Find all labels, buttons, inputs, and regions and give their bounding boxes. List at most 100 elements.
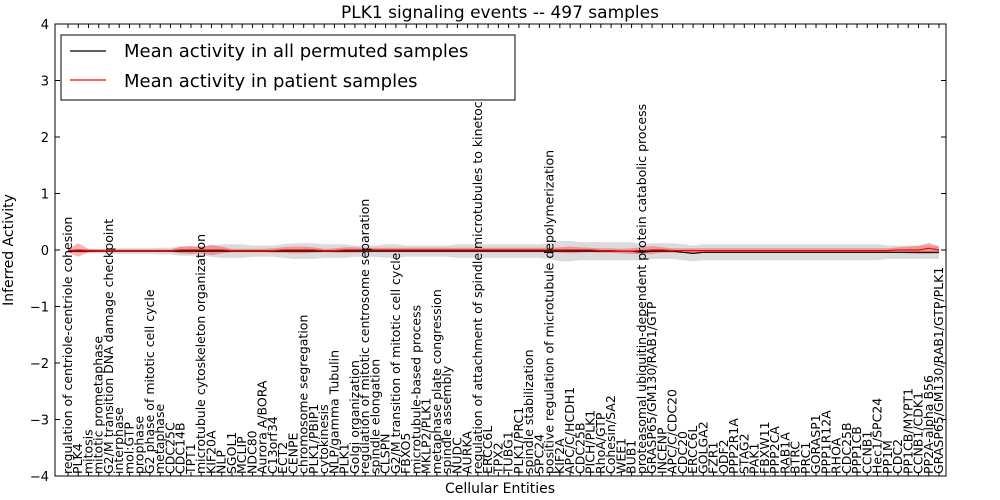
category-label: PPP1R12A [818, 410, 833, 474]
category-label: RhoA/GTP [593, 412, 608, 474]
category-label: RAB1A [777, 432, 792, 474]
category-label: C13orf34 [265, 416, 280, 474]
chart-title: PLK1 signaling events -- 497 samples [341, 3, 659, 23]
category-label: ECT2 [275, 442, 290, 474]
category-label: regulation of centriole-centriole cohesi… [60, 217, 75, 474]
category-label: NLP/gamma Tubulin [326, 350, 341, 474]
category-label: NLP [214, 450, 229, 474]
x-axis-label: Cellular Entities [445, 481, 555, 497]
y-tick-label: 1 [41, 188, 49, 203]
category-label: regulation of attachment of spindle micr… [470, 73, 485, 474]
category-label: GRASP65/GM130/RAB1/GTP/PLK1 [931, 267, 946, 474]
category-label: CDC20 [675, 431, 690, 474]
category-label: mol:GTP [122, 422, 137, 474]
category-labels: regulation of centriole-centriole cohesi… [60, 73, 946, 475]
y-tick-label: 0 [41, 244, 49, 259]
category-label: SGOL1 [224, 432, 239, 474]
category-label: PP1M [880, 440, 895, 474]
category-label: CDC25B [572, 422, 587, 474]
y-tick-label: −4 [30, 470, 49, 485]
category-label: chromosome segregation [296, 315, 311, 474]
category-label: ODF2 [716, 439, 731, 474]
category-label: PPP1CB [849, 426, 864, 474]
category-label: Cohesin/SA2 [603, 395, 618, 474]
category-label: Hec1/SPC24 [870, 398, 885, 474]
category-label: PICH/PLK1 [583, 410, 598, 474]
category-label: spindle stabilization [521, 349, 536, 474]
category-label: STAG2 [736, 433, 751, 474]
category-label: PLK1 [337, 443, 352, 474]
category-label: FBXW11 [757, 421, 772, 474]
y-tick-label: −3 [30, 414, 49, 429]
category-label: GORASP1 [808, 414, 823, 474]
series-line-permuted [68, 250, 939, 255]
category-label: BTRC [788, 441, 803, 474]
series-line-patient [67, 247, 940, 252]
category-label: NDC80 [244, 430, 259, 474]
category-label: mitotic prometaphase [91, 336, 106, 474]
category-label: TPT1 [183, 443, 198, 475]
category-label: APC/C/HCDH1 [562, 387, 577, 474]
category-label: RHOA [829, 437, 844, 474]
category-label: FZR1 [706, 442, 721, 474]
category-label: GRASP65/GM130/RAB1/GTP [644, 301, 659, 474]
category-label: microtubule cytoskeleton organization [193, 234, 208, 474]
category-label: interphase [111, 407, 126, 474]
category-label: PRC1 [798, 442, 813, 474]
y-tick-label: −1 [30, 301, 49, 316]
category-label: MCLIP [234, 436, 249, 474]
category-label: PLK1/PBIP1 [306, 404, 321, 474]
category-label: G2 phase of mitotic cell cycle [142, 289, 157, 474]
category-label: ERCC6L [480, 426, 495, 474]
category-label: INCENP [654, 427, 669, 474]
category-label: GOLGA2 [695, 421, 710, 474]
category-label: cytokinesis [316, 404, 331, 474]
category-label: CCNB1/CDK1 [911, 392, 926, 474]
category-label: SPC24 [531, 434, 546, 474]
category-label: BUB1 [624, 440, 639, 474]
category-label: G2/M transition of mitotic cell cycle [388, 252, 403, 474]
category-label: MKLP2/PLK1 [419, 398, 434, 474]
legend-label-patient: Mean activity in patient samples [124, 71, 418, 92]
category-label: ERCC6L [685, 426, 700, 474]
category-label: proteasomal ubiquitin-dependent protein … [634, 104, 649, 474]
category-label: NUDC [449, 437, 464, 474]
category-label: CDC25C [163, 422, 178, 474]
category-label: metaphase plate congression [429, 289, 444, 474]
category-label: positive regulation of microtubule depol… [542, 150, 557, 474]
y-axis-label: Inferred Activity [1, 194, 17, 306]
category-label: TPX2 [490, 442, 505, 475]
category-label: KIF2A [552, 438, 567, 474]
category-label: spindle elongation [367, 359, 382, 474]
category-label: mitosis [81, 429, 96, 474]
category-label: PPP2R1A [726, 418, 741, 474]
category-label: APC/C/CDC20 [665, 389, 680, 474]
y-tick-label: −2 [30, 357, 49, 372]
category-label: PPP2CA [767, 426, 782, 474]
x-axis-ticks [67, 24, 940, 476]
category-label: TUBG1 [501, 431, 516, 475]
category-label: PLK4 [70, 443, 85, 474]
category-label: KIF20A [204, 430, 219, 474]
y-tick-label: 4 [41, 18, 49, 33]
category-label: spindle assembly [439, 365, 454, 474]
category-label: CDC25B [839, 422, 854, 474]
category-label: AURKA [460, 431, 475, 474]
category-label: WEE1 [613, 438, 628, 474]
category-label: G2/M transition DNA damage checkpoint [101, 219, 116, 474]
category-label: metaphase [152, 404, 167, 474]
category-label: FBXO5 [398, 433, 413, 474]
category-label: regulation of mitotic centrosome separat… [357, 199, 372, 474]
category-label: Aurora A/BORA [255, 380, 270, 474]
category-label: CLSPN [378, 433, 393, 474]
y-axis: 4 3 2 1 0 −1 −2 −3 −4 [30, 18, 946, 485]
category-label: microtubule-based process [408, 305, 423, 474]
category-label: PAK1 [747, 443, 762, 474]
category-label: CENPE [285, 432, 300, 474]
y-tick-label: 2 [41, 131, 49, 146]
y-tick-label: 3 [41, 75, 49, 90]
category-label: PP2A-alpha B56 [921, 375, 936, 474]
category-label: CCNB1 [859, 431, 874, 474]
category-label: prophase [132, 416, 147, 474]
